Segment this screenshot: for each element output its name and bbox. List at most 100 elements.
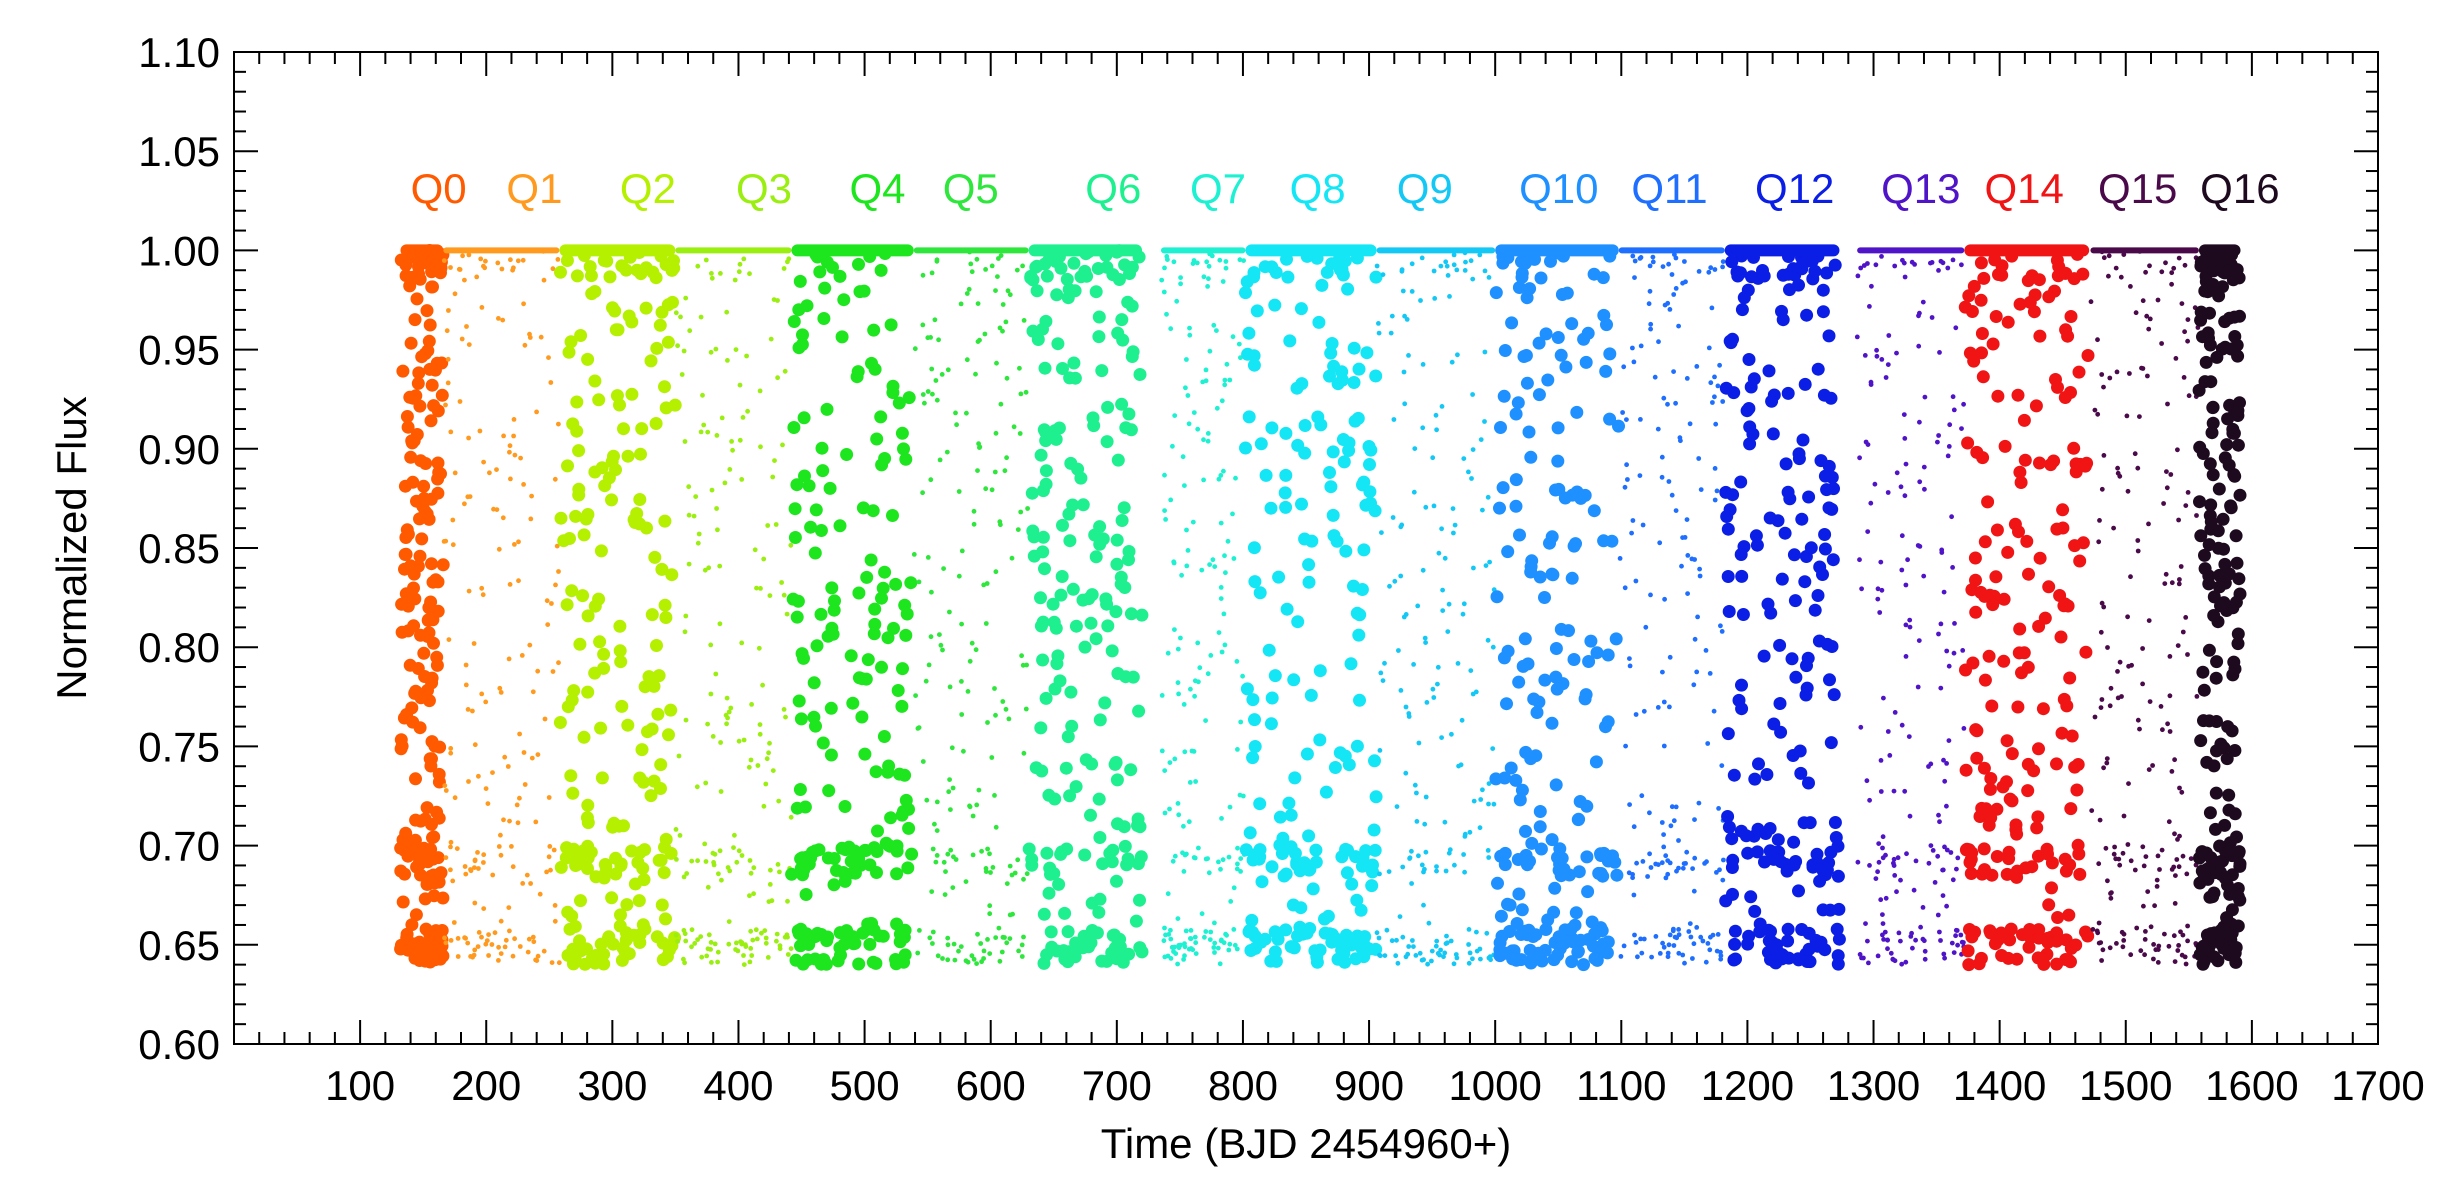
data-point: [1119, 670, 1133, 684]
data-point: [1760, 768, 1774, 781]
data-point: [546, 795, 552, 800]
data-point: [1868, 500, 1874, 506]
data-point: [2209, 822, 2222, 836]
data-point: [2114, 941, 2119, 946]
data-point: [1879, 254, 1884, 259]
data-point: [1752, 757, 1765, 771]
data-point: [926, 662, 932, 668]
data-point: [2042, 580, 2056, 594]
data-point: [464, 324, 469, 329]
data-point: [1212, 920, 1217, 926]
data-point: [597, 871, 611, 885]
data-point: [993, 430, 999, 436]
data-point: [1166, 932, 1172, 937]
data-point: [1234, 866, 1240, 872]
data-point: [2047, 454, 2061, 468]
data-point: [448, 429, 454, 435]
data-point: [1000, 934, 1006, 940]
data-point: [1670, 928, 1676, 934]
data-point: [1168, 956, 1174, 961]
data-point: [1888, 950, 1894, 956]
data-point: [747, 858, 753, 863]
series-q1: [441, 248, 562, 966]
data-point: [484, 938, 490, 943]
data-point: [930, 941, 935, 946]
data-point: [971, 521, 977, 527]
data-point: [1246, 751, 1260, 765]
data-point: [1697, 573, 1703, 579]
data-point: [1281, 270, 1295, 284]
data-point: [871, 824, 884, 838]
data-point: [1961, 944, 1975, 958]
data-point: [600, 254, 614, 268]
data-point: [983, 621, 989, 626]
data-point: [2104, 756, 2110, 761]
data-point: [1350, 739, 1364, 753]
data-point: [1183, 385, 1188, 391]
data-point: [1109, 605, 1123, 619]
data-point: [1717, 362, 1722, 368]
data-point: [448, 938, 454, 943]
data-point: [1452, 862, 1457, 868]
data-point: [1007, 863, 1013, 869]
data-point: [1522, 425, 1536, 439]
data-point: [2072, 847, 2086, 861]
data-point: [1477, 946, 1483, 952]
data-point: [951, 941, 957, 947]
data-point: [717, 563, 723, 569]
data-point: [1669, 272, 1675, 277]
data-point: [1222, 553, 1227, 559]
data-point: [555, 257, 561, 262]
data-point: [1938, 621, 1944, 627]
data-point: [950, 785, 956, 791]
data-point: [650, 639, 663, 652]
data-point: [997, 519, 1003, 525]
data-point: [570, 395, 584, 409]
data-point: [929, 366, 935, 372]
data-point: [1328, 761, 1342, 774]
data-point: [2196, 330, 2209, 344]
data-point: [652, 853, 666, 867]
data-point: [1302, 575, 1316, 589]
data-point: [748, 757, 754, 763]
data-point: [520, 257, 526, 263]
data-point: [1765, 394, 1779, 408]
data-point: [1486, 855, 1492, 860]
data-point: [1466, 960, 1472, 966]
data-point: [556, 960, 562, 966]
data-point: [1172, 627, 1177, 632]
data-point: [1880, 834, 1886, 840]
data-point: [2155, 297, 2161, 303]
data-point: [1435, 681, 1440, 687]
data-point: [1787, 858, 1801, 872]
data-point: [1434, 864, 1439, 869]
data-point: [1234, 946, 1240, 952]
data-point: [1735, 678, 1748, 692]
data-point: [479, 934, 484, 940]
data-point: [426, 831, 439, 845]
data-point: [1558, 491, 1572, 505]
data-point: [2147, 263, 2152, 269]
data-point: [1208, 653, 1214, 658]
data-point: [1168, 936, 1174, 942]
data-point: [1940, 867, 1945, 873]
data-point: [867, 323, 881, 337]
data-point: [2232, 846, 2246, 860]
data-point: [2022, 940, 2036, 954]
data-point: [1184, 527, 1189, 533]
data-point: [662, 728, 675, 742]
data-point: [2230, 263, 2244, 277]
data-point: [425, 557, 438, 571]
data-point: [1673, 286, 1679, 291]
data-point: [1034, 591, 1047, 605]
data-point: [1742, 929, 1756, 943]
data-point: [1025, 506, 1030, 511]
data-point: [1175, 801, 1181, 806]
data-point: [2225, 724, 2239, 738]
data-point: [1711, 708, 1717, 714]
data-point: [548, 867, 553, 873]
data-point: [2115, 669, 2120, 674]
data-point: [1954, 866, 1959, 872]
series-q4: [785, 247, 919, 971]
data-point: [1434, 938, 1440, 944]
